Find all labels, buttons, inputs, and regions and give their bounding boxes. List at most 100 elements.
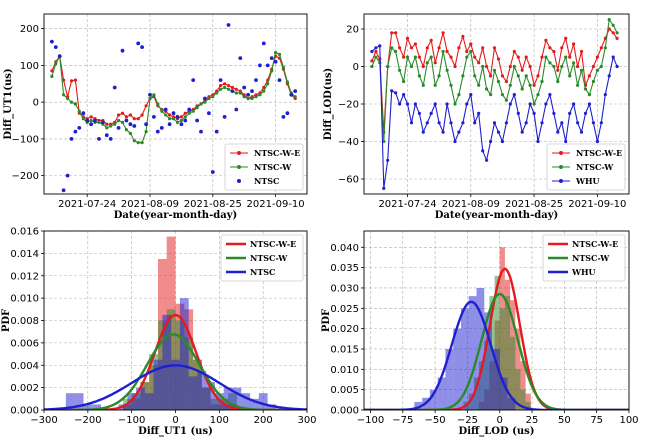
data-point: [449, 121, 453, 125]
data-point: [603, 93, 607, 97]
x-tick-label: −25: [457, 415, 478, 426]
data-point: [266, 82, 270, 86]
data-point: [152, 115, 156, 119]
histogram-bar: [484, 312, 492, 410]
data-point: [520, 130, 524, 134]
x-tick-label: 200: [254, 415, 273, 426]
data-point: [250, 89, 254, 93]
legend-box: [220, 234, 304, 282]
legend: NTSC-W-E NTSC-W NTSC: [224, 143, 304, 191]
legend-label: NTSC-W-E: [250, 239, 296, 249]
histogram-bar: [74, 393, 84, 410]
data-point: [160, 109, 164, 113]
data-point: [445, 68, 449, 72]
data-point: [285, 111, 290, 116]
data-point: [595, 68, 600, 72]
x-tick-label: 0: [172, 415, 178, 426]
data-point: [544, 55, 548, 59]
x-axis-label: Diff_UT1 (us): [138, 426, 213, 437]
y-tick-label: 0.006: [10, 338, 39, 349]
x-axis-label: Diff_LOD (us): [459, 426, 535, 437]
data-point: [81, 117, 85, 121]
data-point: [124, 115, 128, 119]
x-tick-label: −200: [74, 415, 101, 426]
data-point: [69, 79, 74, 83]
data-point: [508, 64, 512, 69]
data-point: [93, 118, 97, 123]
data-point: [199, 129, 203, 134]
pdf-curve-NTSC-W-E: [364, 267, 629, 410]
data-point: [50, 69, 54, 73]
data-point: [465, 102, 469, 106]
data-point: [556, 68, 560, 72]
data-point: [140, 113, 144, 117]
y-tick-label: 0.025: [330, 304, 359, 315]
histogram-bar: [136, 387, 145, 410]
data-point: [425, 61, 429, 65]
data-point: [394, 49, 398, 54]
data-point: [128, 113, 132, 117]
data-point: [128, 131, 132, 135]
data-point: [536, 93, 540, 97]
data-point: [492, 46, 497, 50]
pdf-curve: [364, 292, 629, 410]
data-point: [500, 139, 504, 144]
data-point: [417, 111, 421, 115]
data-point: [175, 115, 180, 119]
data-point: [433, 61, 437, 65]
data-point: [402, 93, 406, 97]
histogram-bar: [445, 349, 454, 410]
data-point: [516, 55, 520, 59]
histogram-bar: [179, 298, 189, 410]
data-point: [104, 133, 109, 138]
data-point: [73, 129, 78, 134]
data-point: [207, 111, 211, 116]
data-point: [556, 79, 560, 84]
data-point: [215, 91, 219, 95]
data-point: [187, 107, 192, 112]
x-tick-label: 2021-09-10: [247, 199, 305, 210]
data-point: [544, 102, 548, 106]
x-tick-label: −75: [392, 415, 413, 426]
data-point: [473, 74, 477, 78]
histogram-bar: [520, 361, 526, 410]
data-point: [560, 64, 564, 69]
data-point: [524, 55, 528, 59]
data-point: [591, 64, 596, 69]
data-point: [615, 36, 619, 41]
histogram-bar: [241, 393, 251, 410]
data-point: [398, 102, 402, 106]
y-tick-label: −200: [12, 171, 39, 182]
data-point: [179, 115, 183, 119]
data-point: [97, 137, 101, 141]
data-point: [132, 117, 136, 121]
series-WHU: [370, 44, 619, 190]
x-tick-label: 2021-08-09: [121, 199, 179, 210]
x-tick-label: −100: [118, 415, 145, 426]
panel-4: −100 −75 −50 −25 0 25 50 75 100 0.000 0.005 0.010 0.…: [321, 230, 639, 437]
data-point: [532, 111, 536, 115]
legend-label: NTSC-W: [250, 253, 288, 263]
histogram-bar: [507, 397, 516, 410]
y-tick-label: 0.008: [10, 316, 39, 327]
data-point: [195, 106, 199, 110]
data-point: [183, 111, 187, 115]
legend-label: NTSC-W-E: [576, 148, 622, 158]
data-point: [66, 96, 70, 101]
data-point: [105, 122, 109, 126]
data-point: [117, 118, 121, 123]
data-point: [144, 130, 148, 134]
data-point: [409, 121, 414, 125]
data-point: [120, 111, 125, 115]
y-tick-label: −60: [338, 175, 359, 186]
data-point: [421, 130, 425, 134]
x-tick-label: 100: [210, 415, 229, 426]
data-point: [246, 96, 250, 101]
legend-label: NTSC: [254, 176, 279, 186]
data-point: [238, 56, 243, 60]
data-point: [496, 79, 501, 84]
data-point: [183, 118, 188, 123]
data-point: [469, 49, 473, 54]
data-point: [390, 46, 394, 50]
legend-label: WHU: [575, 176, 600, 186]
